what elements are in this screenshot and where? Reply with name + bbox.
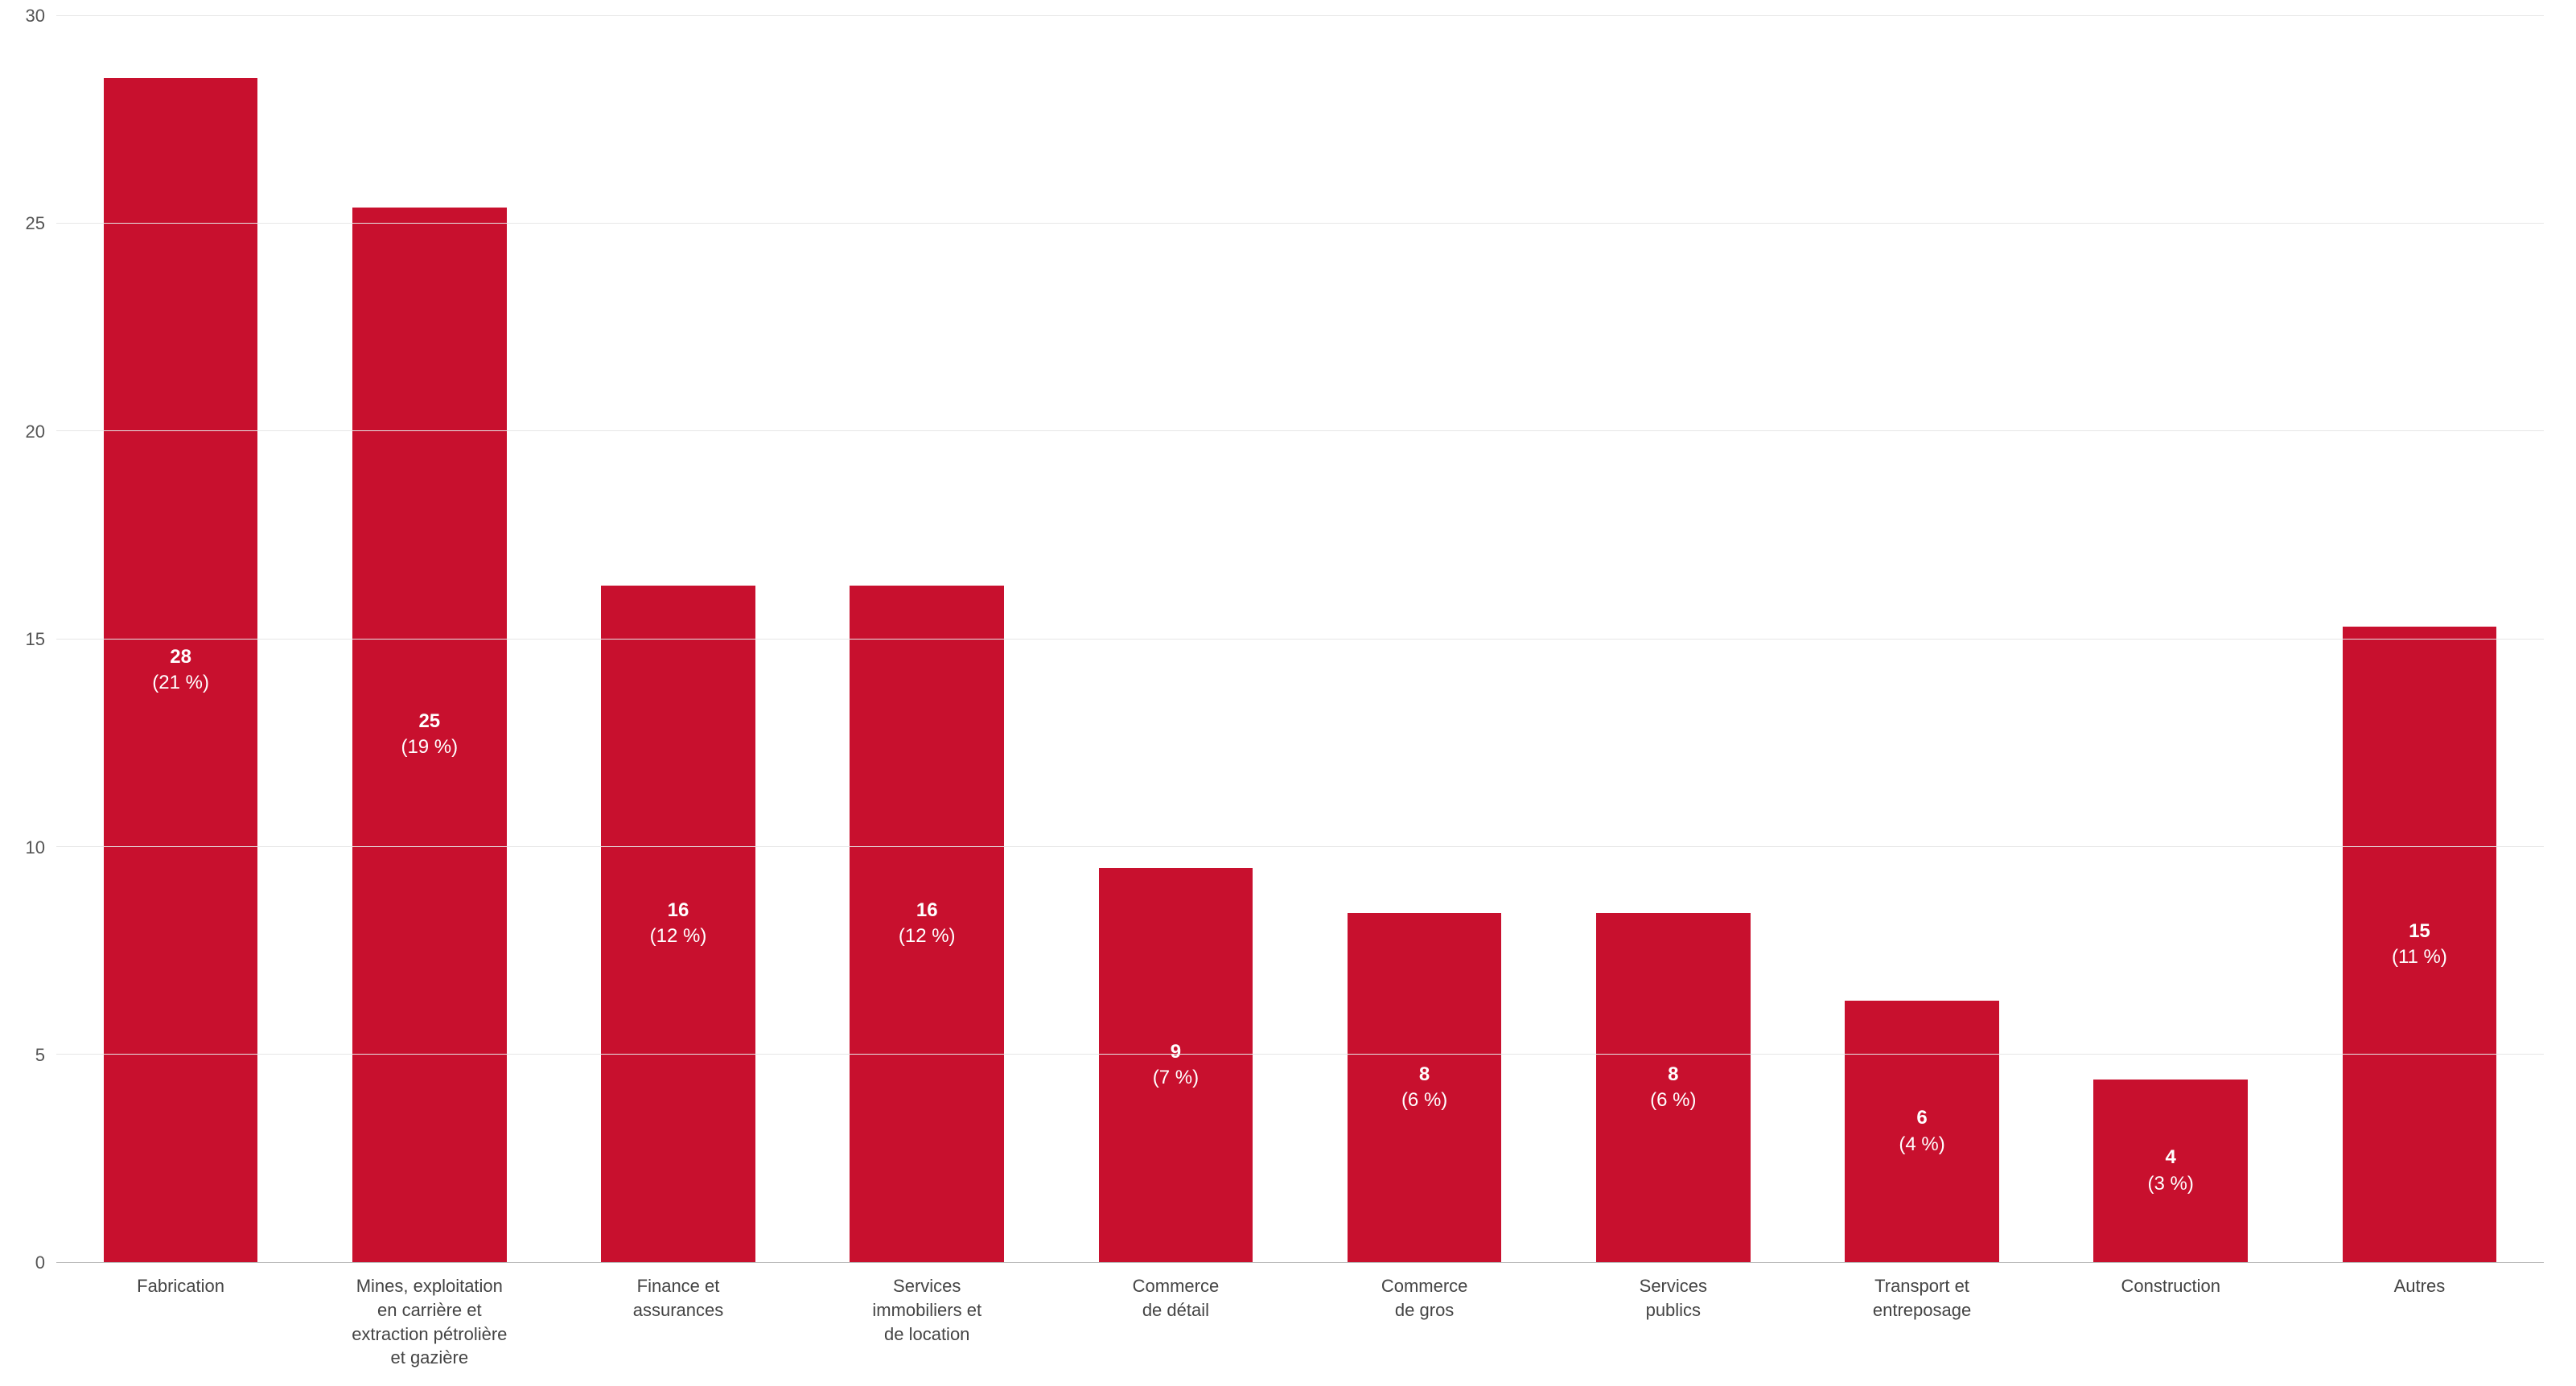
x-category-label: Servicesimmobiliers etde location: [803, 1274, 1051, 1370]
gridline: [56, 15, 2544, 16]
x-category-label: Commercede détail: [1051, 1274, 1300, 1370]
y-tick-label: 15: [26, 629, 45, 650]
x-category-label: Commercede gros: [1300, 1274, 1549, 1370]
x-category-label: Fabrication: [56, 1274, 305, 1370]
x-category-label: Construction: [2047, 1274, 2295, 1370]
bar-value-label: 15(11 %): [2389, 919, 2450, 971]
bar: 9(7 %): [1099, 868, 1253, 1263]
x-category-label: Finance etassurances: [553, 1274, 802, 1370]
plot-row: 051015202530 28(21 %)25(19 %)16(12 %)16(…: [56, 16, 2544, 1263]
x-category-label: Mines, exploitationen carrière etextract…: [305, 1274, 553, 1370]
bar-percent: (12 %): [650, 923, 707, 949]
y-tick-label: 10: [26, 837, 45, 858]
bar-slot: 8(6 %): [1549, 16, 1797, 1262]
bar-value: 25: [401, 709, 458, 734]
x-axis: FabricationMines, exploitationen carrièr…: [56, 1274, 2544, 1370]
bar-value: 6: [1899, 1105, 1944, 1131]
bar-value-label: 6(4 %): [1895, 1105, 1948, 1158]
bar-value: 15: [2392, 919, 2447, 944]
x-category-label: Transport etentreposage: [1797, 1274, 2046, 1370]
gridline: [56, 639, 2544, 640]
gridline: [56, 430, 2544, 431]
bar: 28(21 %): [104, 78, 258, 1262]
bar-value: 16: [650, 898, 707, 923]
bar: 25(19 %): [352, 208, 507, 1263]
bar-percent: (6 %): [1401, 1088, 1447, 1113]
bar: 4(3 %): [2093, 1080, 2248, 1262]
gridline: [56, 1054, 2544, 1055]
y-tick-label: 5: [35, 1045, 45, 1066]
bar-slot: 28(21 %): [56, 16, 305, 1262]
bar-value: 4: [2148, 1145, 2194, 1170]
bar: 15(11 %): [2343, 627, 2497, 1262]
plot-area: 28(21 %)25(19 %)16(12 %)16(12 %)9(7 %)8(…: [56, 16, 2544, 1263]
bar-value: 28: [152, 644, 209, 670]
bar: 8(6 %): [1348, 913, 1502, 1262]
bar-percent: (4 %): [1899, 1132, 1944, 1158]
bar-slot: 16(12 %): [553, 16, 802, 1262]
bar-percent: (12 %): [899, 923, 956, 949]
bar-percent: (19 %): [401, 734, 458, 760]
bar-slot: 15(11 %): [2295, 16, 2544, 1262]
bar-value: 16: [899, 898, 956, 923]
bar-value: 8: [1401, 1062, 1447, 1088]
bar: 8(6 %): [1596, 913, 1751, 1262]
bar-value-label: 16(12 %): [895, 898, 959, 950]
bar-value-label: 8(6 %): [1647, 1062, 1699, 1114]
bar-slot: 25(19 %): [305, 16, 553, 1262]
bar-percent: (11 %): [2392, 944, 2447, 970]
bar-percent: (7 %): [1153, 1065, 1199, 1091]
bars-container: 28(21 %)25(19 %)16(12 %)16(12 %)9(7 %)8(…: [56, 16, 2544, 1262]
bar-value-label: 28(21 %): [149, 644, 212, 697]
bar: 16(12 %): [850, 586, 1004, 1263]
y-tick-label: 0: [35, 1252, 45, 1273]
y-tick-label: 30: [26, 6, 45, 27]
bar: 6(4 %): [1845, 1001, 1999, 1262]
bar-value: 9: [1153, 1039, 1199, 1065]
bar-value-label: 16(12 %): [647, 898, 710, 950]
bar-value-label: 9(7 %): [1150, 1039, 1202, 1092]
x-category-label: Servicespublics: [1549, 1274, 1797, 1370]
bar-chart: 051015202530 28(21 %)25(19 %)16(12 %)16(…: [0, 0, 2576, 1386]
y-tick-label: 20: [26, 422, 45, 442]
bar: 16(12 %): [601, 586, 755, 1263]
bar-value-label: 25(19 %): [397, 709, 461, 761]
bar-percent: (3 %): [2148, 1171, 2194, 1197]
bar-value-label: 8(6 %): [1398, 1062, 1451, 1114]
bar-slot: 8(6 %): [1300, 16, 1549, 1262]
gridline: [56, 223, 2544, 224]
bar-slot: 16(12 %): [803, 16, 1051, 1262]
bar-value: 8: [1650, 1062, 1696, 1088]
x-category-label: Autres: [2295, 1274, 2544, 1370]
bar-slot: 9(7 %): [1051, 16, 1300, 1262]
bar-slot: 6(4 %): [1797, 16, 2046, 1262]
bar-percent: (6 %): [1650, 1088, 1696, 1113]
y-tick-label: 25: [26, 213, 45, 234]
bar-slot: 4(3 %): [2047, 16, 2295, 1262]
bar-value-label: 4(3 %): [2145, 1145, 2197, 1197]
bar-percent: (21 %): [152, 670, 209, 696]
gridline: [56, 846, 2544, 847]
